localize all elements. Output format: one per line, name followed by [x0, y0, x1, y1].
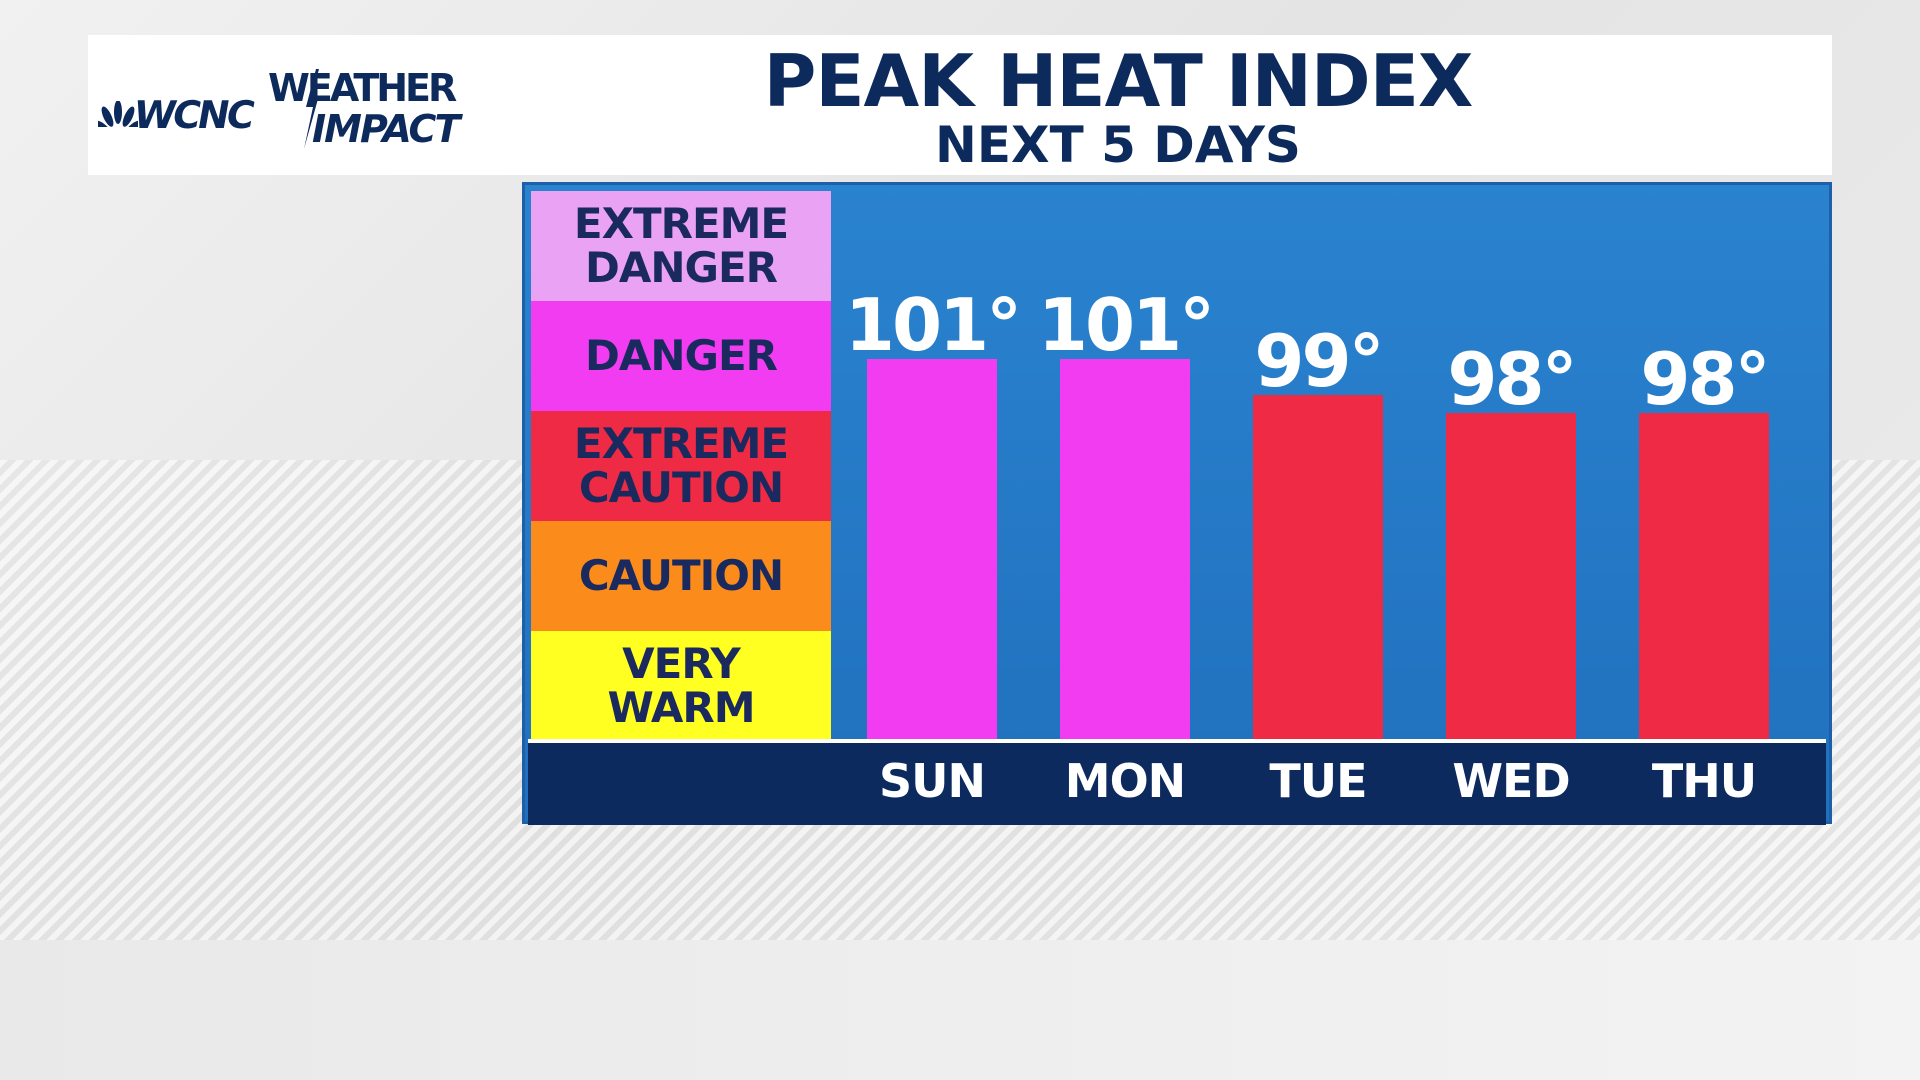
station-call-letters: WCNC — [130, 93, 256, 137]
legend-label-line: CAUTION — [578, 463, 784, 512]
bar-value-label: 98° — [1447, 337, 1577, 422]
bar-wed — [1446, 413, 1576, 739]
logo-impact-word: IMPACT — [312, 107, 460, 151]
legend-label-line: EXTREME — [573, 419, 789, 468]
legend-label-line: DANGER — [584, 243, 778, 292]
bar-value-label: 99° — [1254, 319, 1384, 404]
bar-thu — [1639, 413, 1769, 739]
x-tick-label: THU — [1651, 754, 1757, 808]
bar-tue — [1253, 395, 1383, 739]
logo-weather-word: WEATHER — [268, 66, 457, 110]
legend-category: CAUTION — [531, 521, 831, 631]
station-logo: WCNC WEATHER IMPACT — [98, 63, 518, 163]
header-bar: WCNC WEATHER IMPACT PEAK HEAT INDEX NEXT… — [88, 35, 1832, 175]
legend-category: EXTREME DANGER — [531, 191, 831, 301]
legend-category: DANGER — [531, 301, 831, 411]
x-axis-band — [528, 739, 1826, 825]
x-tick-label: TUE — [1269, 754, 1367, 808]
legend-category: VERY WARM — [531, 631, 831, 741]
bar-value-label: 101° — [844, 282, 1022, 367]
page-subtitle: NEXT 5 DAYS — [935, 116, 1301, 174]
legend-label-line: VERY — [622, 639, 741, 688]
x-tick-label: SUN — [879, 754, 986, 808]
bar-value-label: 98° — [1640, 337, 1770, 422]
bar-value-label: 101° — [1037, 282, 1215, 367]
legend-label-line: WARM — [607, 683, 755, 732]
nbc-peacock-icon — [98, 101, 138, 127]
page-title: PEAK HEAT INDEX — [763, 39, 1474, 123]
legend-label-line: DANGER — [584, 331, 778, 380]
legend-label-line: EXTREME — [573, 199, 789, 248]
legend-label-line: CAUTION — [578, 551, 784, 600]
background-band — [0, 940, 1920, 1080]
chart-panel: EXTREME DANGER DANGER EXTREME CAUTION CAUTION… — [522, 182, 1832, 825]
x-tick-label: WED — [1452, 754, 1570, 808]
bar-mon — [1060, 358, 1190, 739]
x-tick-label: MON — [1064, 754, 1186, 808]
bar-sun — [867, 358, 997, 739]
legend-category: EXTREME CAUTION — [531, 411, 831, 521]
